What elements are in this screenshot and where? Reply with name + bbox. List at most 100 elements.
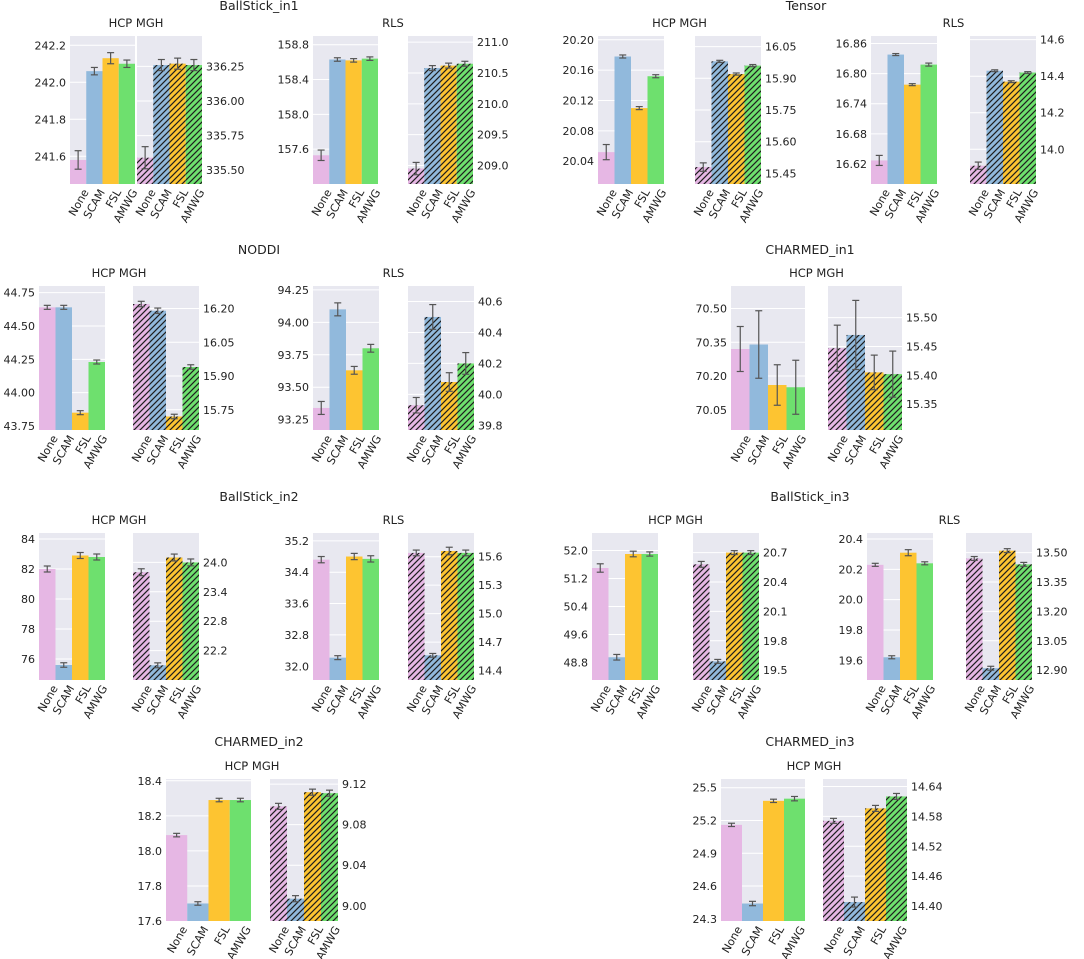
y-tick-label: 9.12 [342,778,367,791]
y-tick-label: 15.45 [906,340,938,353]
y-tick-label: 16.68 [836,128,868,141]
bar-hatch-scam [153,65,170,184]
chart-title: Tensor [785,0,827,13]
bar-scam [608,657,625,680]
bar-hatch-scam [709,661,726,680]
bar-hatch-amwg [321,793,338,921]
bar-hatch-amwg [744,65,761,184]
y-tick-label: 20.12 [563,95,595,108]
chart-group-2: NODDI44.7544.5044.2544.0043.75NoneSCAMFS… [4,242,503,471]
y-tick-label: 35.2 [285,535,310,548]
bar-fsl [208,800,230,921]
y-tick-label: 93.75 [278,349,310,362]
y-tick-label: 70.05 [696,404,728,417]
y-tick-label: 24.6 [693,880,718,893]
y-tick-label: 14.7 [478,636,503,649]
bar-amwg [920,64,937,184]
y-tick-label: 44.25 [4,353,36,366]
y-tick-label: 18.2 [138,810,163,823]
bar-hatch-none [408,168,425,184]
y-tick-label: 209.0 [477,160,509,173]
panel-title: HCP MGH [648,513,703,527]
y-tick-label: 14.40 [911,900,943,913]
y-tick-label: 15.75 [765,104,797,117]
bar-fsl [102,58,119,185]
y-tick-label: 82 [21,563,35,576]
y-tick-label: 20.4 [763,576,788,589]
panel-title: HCP MGH [109,16,164,30]
panel-title: HCP MGH [652,16,707,30]
bar-hatch-none [408,552,425,680]
y-tick-label: 22.2 [203,645,228,658]
y-tick-label: 49.6 [564,629,589,642]
y-tick-label: 14.4 [1040,70,1065,83]
y-tick-label: 93.25 [278,414,310,427]
bar-hatch-none [408,405,425,430]
y-tick-label: 15.6 [478,551,503,564]
bar-hatch-fsl [304,792,321,921]
y-tick-label: 24.0 [203,556,228,569]
y-tick-label: 16.80 [836,68,868,81]
chart-title: CHARMED_in1 [765,242,854,257]
y-tick-label: 22.8 [203,615,228,628]
bar-fsl [345,60,362,185]
y-tick-label: 94.25 [278,284,310,297]
y-tick-label: 44.00 [4,387,36,400]
bar-scam [55,665,72,680]
bar-hatch-amwg [742,552,759,680]
y-tick-label: 15.75 [203,404,235,417]
y-tick-label: 34.4 [285,566,310,579]
y-tick-label: 50.4 [564,601,589,614]
category-label-fsl: FSL [868,923,889,947]
panel-title: RLS [382,16,404,30]
bar-scam [55,307,72,430]
y-tick-label: 20.0 [839,594,864,607]
bar-hatch-amwg [182,562,199,680]
y-tick-label: 14.64 [911,780,943,793]
panel-title: RLS [383,266,405,280]
bar-hatch-amwg [1015,564,1032,680]
bar-amwg [647,76,664,184]
bar-hatch-scam [711,61,728,184]
y-tick-label: 51.2 [564,573,589,586]
y-tick-label: 70.35 [696,336,728,349]
y-tick-label: 20.4 [839,533,864,546]
bar-hatch-scam [424,68,441,184]
y-tick-label: 78 [21,623,35,636]
bar-fsl [900,552,917,680]
y-tick-label: 14.2 [1040,107,1065,120]
y-tick-label: 44.75 [4,287,36,300]
y-tick-label: 13.05 [1036,635,1068,648]
y-tick-label: 14.58 [911,810,943,823]
category-label-scam: SCAM [184,924,211,958]
category-label-fsl: FSL [212,923,233,947]
bar-none [70,159,87,184]
y-tick-label: 16.05 [203,336,235,349]
bar-none [721,824,742,921]
chart-title: NODDI [238,242,280,257]
bar-hatch-none [828,348,847,430]
bar-hatch-none [133,572,150,680]
bar-none [598,152,615,184]
panel-title: RLS [943,16,965,30]
y-tick-label: 19.5 [763,664,788,677]
bar-scam [614,56,631,184]
bar-hatch-scam [844,902,865,921]
y-tick-label: 15.50 [906,312,938,325]
y-tick-label: 44.50 [4,320,36,333]
y-tick-label: 14.6 [1040,34,1065,47]
